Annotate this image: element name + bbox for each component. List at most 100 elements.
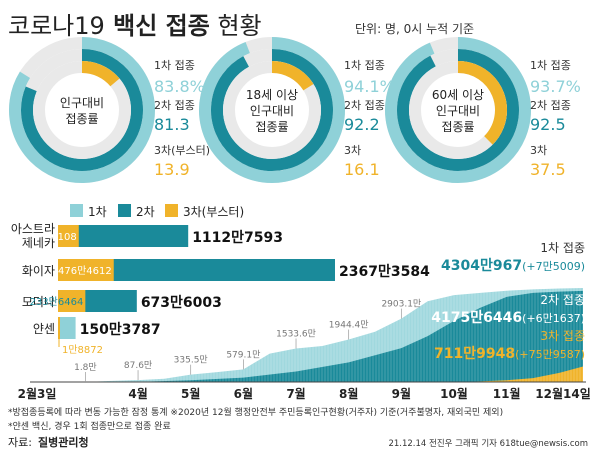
point-label: 87.6만 <box>124 360 152 371</box>
series-change-value: (+6만1637) <box>522 312 585 325</box>
donut-series-value: 92.5 <box>530 115 566 134</box>
donut-series-value: 83.8% <box>154 77 205 96</box>
area-chart: 1.8만 87.6만 335.5만 579.1만 1533.6만 1944.4만 2903.… <box>18 241 591 401</box>
bar-third-dose <box>58 317 60 339</box>
bar-third-label: 476만4612 <box>58 265 112 277</box>
donut-series-label: 2차 접종 <box>344 99 385 112</box>
x-tick-label: 6월 <box>234 386 253 401</box>
series-total-value: 4304만967 <box>441 258 522 274</box>
donut-arc-1 <box>9 37 155 183</box>
donut-arc-1 <box>385 37 531 183</box>
donut-title-line: 인구대비 <box>436 104 480 118</box>
donut-title-line: 60세 이상 <box>432 88 484 102</box>
donut-series-label: 2차 접종 <box>530 99 571 112</box>
series-label: 1차 접종 <box>540 241 585 255</box>
donut-series-label: 1차 접종 <box>344 59 385 72</box>
series-total-value: 4175만6446 <box>431 310 522 326</box>
donut-series-label: 3차 <box>344 144 361 157</box>
donut-series-value: 16.1 <box>344 160 380 179</box>
donut-series-label: 3차 <box>530 144 547 157</box>
donut-arc-3 <box>81 61 120 87</box>
bar-total-bg <box>190 227 285 245</box>
page-title: 코로나19 백신 접종 현황 <box>8 12 262 40</box>
bar-row: 얀센 1만8872 150만3787 <box>33 317 172 356</box>
donut-series-value: 93.7% <box>530 77 581 96</box>
donut-series-value: 13.9 <box>154 160 190 179</box>
bar-third-dose <box>58 225 79 247</box>
bar-second-dose <box>58 259 335 281</box>
footnote: *얀센 백신, 경우 1회 접종만으로 접종 완료 <box>8 420 171 432</box>
donut-arc-2 <box>21 49 143 171</box>
donut-title-line: 접종률 <box>255 120 288 134</box>
point-label: 1944.4만 <box>329 320 369 331</box>
donut-series-value: 81.3 <box>154 115 190 134</box>
area-series-3 <box>38 366 583 382</box>
donut-series-value: 37.5 <box>530 160 566 179</box>
x-tick-label: 7월 <box>286 386 305 401</box>
bar-total-label: 2367만3584 <box>339 264 430 280</box>
source-label: 자료: <box>8 436 32 449</box>
x-tick-label: 9월 <box>392 386 411 401</box>
header: 코로나19 백신 접종 현황 단위: 명, 0시 누적 기준 <box>8 12 474 40</box>
donut-title-line: 18세 이상 <box>246 88 298 102</box>
x-tick-label: 11월 <box>493 386 521 401</box>
series-total: 711만9948(+75만9587) <box>434 346 585 362</box>
x-tick-label: 4월 <box>128 386 147 401</box>
donut-title-line: 접종률 <box>441 120 474 134</box>
legend-swatch <box>118 204 131 217</box>
source-name: 질병관리청 <box>38 435 89 449</box>
x-tick-label: 10월 <box>440 386 468 401</box>
area-series-2 <box>38 290 583 382</box>
point-label: 1533.6만 <box>276 329 316 340</box>
bar-second-dose <box>58 225 189 247</box>
unit-note: 단위: 명, 0시 누적 기준 <box>355 22 474 36</box>
bar-total-bg <box>337 261 431 279</box>
legend-label: 1차 <box>88 205 107 219</box>
legend: 1차 2차 3차(부스터) <box>70 204 244 219</box>
credit: 21.12.14 전진우 그래픽 기자 618tue@newsis.com <box>388 438 588 449</box>
point-label: 335.5만 <box>174 355 208 366</box>
series-end-label-3: 3차 접종 711만9948(+75만9587) <box>434 329 585 362</box>
bar-row-label: 얀센 <box>33 322 55 336</box>
bar-third-dose <box>58 290 86 312</box>
point-label: 579.1만 <box>226 349 260 360</box>
bar-total-label: 150만3787 <box>80 322 161 338</box>
bar-row-label: 제네카 <box>22 236 55 250</box>
donut-title-line: 인구대비 <box>250 104 294 118</box>
donut-series-value: 94.1% <box>344 77 395 96</box>
donut-arc-2 <box>397 49 519 171</box>
donut-series-label: 2차 접종 <box>154 99 195 112</box>
x-tick-label: 12월14일 <box>535 386 590 401</box>
legend-swatch <box>165 204 178 217</box>
series-label: 2차 접종 <box>540 293 585 307</box>
point-label: 2903.1만 <box>381 299 421 310</box>
bar-row-label: 화이자 <box>22 264 55 278</box>
donut-series-label: 1차 접종 <box>530 59 571 72</box>
bar-total-label: 673만6003 <box>141 295 222 311</box>
series-label: 3차 접종 <box>540 329 585 343</box>
footnote: *방접종등록에 따라 변동 가능한 잠정 통계 ※2020년 12월 행정안전부… <box>8 406 503 418</box>
donut-arc-3 <box>457 61 507 145</box>
series-change-value: (+7만5009) <box>522 260 585 273</box>
bar-third-label: 177만6108 <box>23 231 77 243</box>
donut-title-line: 접종률 <box>65 112 98 126</box>
bar-row: 화이자 476만4612 2367만3584 <box>22 259 431 281</box>
bar-total-bg <box>77 319 172 337</box>
x-tick-label: 8월 <box>339 386 358 401</box>
bar-total-bg <box>138 292 233 310</box>
bar-third-label: 1만8872 <box>62 344 103 356</box>
donut-series-label: 3차(부스터) <box>154 144 210 157</box>
donut-series-label: 1차 접종 <box>154 59 195 72</box>
donut-title-line: 인구대비 <box>60 96 104 110</box>
series-total-value: 711만9948 <box>434 346 515 362</box>
series-total: 4175만6446(+6만1637) <box>431 310 585 326</box>
title-bold: 백신 접종 <box>105 12 210 40</box>
